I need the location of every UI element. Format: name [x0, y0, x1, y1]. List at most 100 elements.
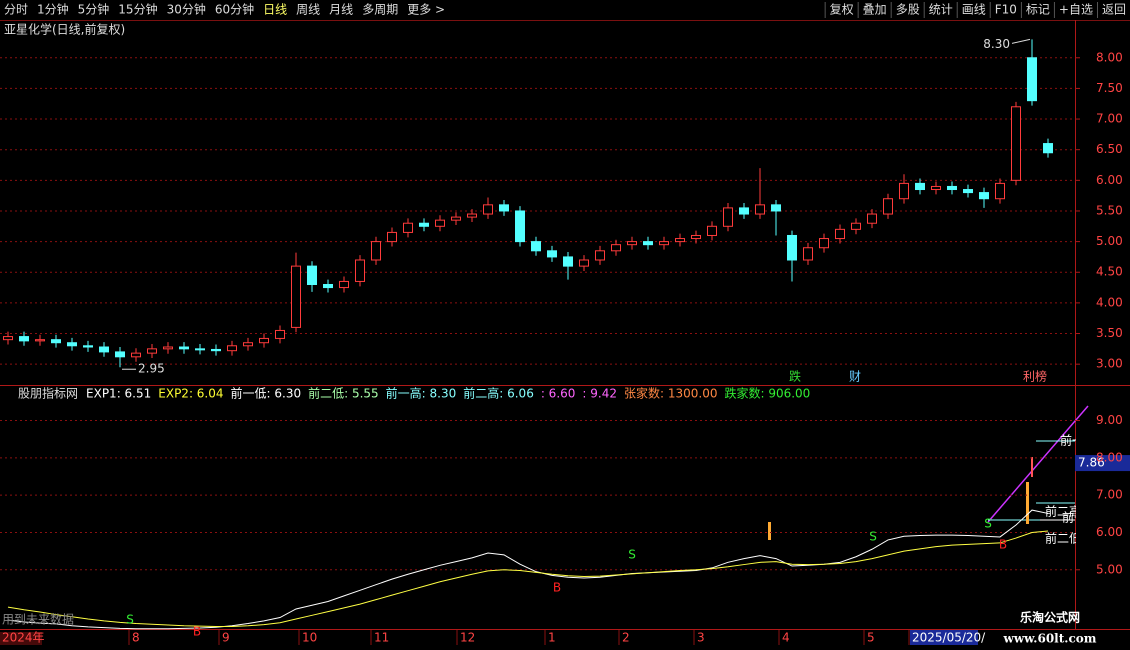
y-tick-label: 9.00 — [1096, 413, 1123, 427]
candle-body — [467, 213, 477, 218]
toolbar-button[interactable]: 周线 — [296, 3, 320, 17]
candle-body — [195, 348, 205, 351]
indicator-value: 前二高: 6.06 — [463, 386, 534, 401]
y-tick-label: 6.00 — [1096, 173, 1123, 187]
candle-body — [51, 339, 61, 344]
toolbar-button[interactable]: 返回 — [1102, 3, 1126, 17]
x-tick-label: 4 — [782, 631, 790, 645]
y-tick-label: 4.50 — [1096, 265, 1123, 279]
signal: S — [984, 517, 992, 531]
x-tick-label: 11 — [374, 631, 389, 645]
level-label: 前二低 — [1045, 531, 1081, 546]
candle-body — [835, 228, 845, 240]
candle-body — [1043, 143, 1053, 154]
toolbar-button[interactable]: 60分钟 — [215, 2, 254, 17]
candle-body — [659, 241, 669, 246]
candle-body — [227, 345, 237, 352]
signal: S — [628, 548, 636, 562]
y-tick-label: 8.00 — [1096, 450, 1123, 464]
y-tick-label: 7.00 — [1096, 488, 1123, 502]
toolbar-button[interactable]: 分时 — [4, 3, 28, 17]
candle-body — [963, 189, 973, 194]
toolbar-button[interactable]: 日线 — [263, 3, 287, 17]
candle-body — [547, 250, 557, 258]
candle-body — [579, 259, 589, 267]
candle-body — [723, 207, 733, 227]
toolbar-button[interactable]: 多周期 — [362, 3, 398, 17]
x-tick-label: 2024年 — [2, 631, 45, 645]
indicator-value: : 9.42 — [582, 387, 617, 401]
candle-body — [851, 222, 861, 230]
bar-decor — [1026, 482, 1029, 524]
toolbar-button[interactable]: 5分钟 — [78, 2, 110, 17]
chart-title: 亚星化学(日线,前复权) — [4, 22, 125, 37]
toolbar-button[interactable]: +自选 — [1059, 3, 1093, 17]
toolbar-button[interactable]: F10 — [995, 3, 1017, 17]
x-tick-label: 2025/05/20/ — [912, 631, 986, 645]
candle-body — [739, 207, 749, 215]
candle-body — [179, 346, 189, 350]
toolbar-button[interactable]: 多股 — [896, 3, 920, 17]
bar-decor — [768, 522, 771, 540]
event-tag: 财 — [849, 370, 861, 384]
indicator-value: 跌家数: 906.00 — [724, 386, 810, 401]
x-tick-label: 9 — [222, 631, 230, 645]
candle-body — [419, 222, 429, 227]
candle-body — [947, 185, 957, 191]
y-tick-label: 6.00 — [1096, 525, 1123, 539]
annotation: 2.95 — [138, 362, 165, 376]
toolbar-button[interactable]: 画线 — [962, 3, 986, 17]
level-label: 前二高 — [1045, 504, 1081, 519]
candle-body — [499, 204, 509, 212]
toolbar-button[interactable]: 统计 — [929, 3, 953, 17]
signal: S — [869, 530, 877, 544]
candle-body — [131, 352, 141, 358]
candle-body — [451, 216, 461, 221]
candle-body — [899, 182, 909, 200]
candle-body — [979, 192, 989, 200]
trend-line — [987, 405, 1089, 523]
candle-body — [515, 210, 525, 243]
candle-body — [259, 337, 269, 344]
y-tick-label: 3.50 — [1096, 326, 1123, 340]
candle-body — [531, 241, 541, 252]
candle-body — [387, 231, 397, 243]
candle-body — [611, 244, 621, 252]
candle-body — [323, 284, 333, 289]
indicator-value: : 6.60 — [541, 387, 576, 401]
candle-body — [371, 241, 381, 261]
toolbar-button[interactable]: 叠加 — [863, 3, 887, 17]
candle-body — [675, 238, 685, 243]
toolbar-button[interactable]: 15分钟 — [118, 2, 157, 17]
indicator-value: 前一低: 6.30 — [231, 386, 302, 401]
indicator-value: 张家数: 1300.00 — [624, 386, 717, 401]
x-tick-label: 5 — [867, 631, 875, 645]
toolbar-button[interactable]: 更多 > — [407, 3, 445, 17]
toolbar-button[interactable]: 30分钟 — [167, 2, 206, 17]
toolbar-button[interactable]: 复权 — [830, 3, 854, 17]
toolbar-button[interactable]: 月线 — [329, 3, 353, 17]
candle-body — [291, 265, 301, 328]
annotation: 8.30 — [983, 37, 1010, 51]
indicator-line — [7, 530, 1049, 628]
y-tick-label: 8.00 — [1096, 50, 1123, 64]
candle-body — [803, 247, 813, 261]
bar-decor — [1031, 457, 1033, 477]
candle-body — [483, 204, 493, 215]
candle-body — [19, 336, 29, 342]
x-tick-label: 10 — [302, 631, 317, 645]
candle-body — [275, 329, 285, 339]
indicator-value: EXP1: 6.51 — [86, 387, 151, 401]
date-highlight — [910, 630, 978, 645]
y-tick-label: 4.00 — [1096, 295, 1123, 309]
toolbar-button[interactable]: 标记 — [1026, 3, 1050, 17]
candle-body — [163, 346, 173, 350]
indicator-line — [7, 509, 1049, 630]
indicator-title: 股朋指标网 — [18, 386, 78, 401]
toolbar-button[interactable]: 1分钟 — [37, 2, 69, 17]
x-tick-label: 8 — [132, 631, 140, 645]
y-tick-label: 5.00 — [1096, 234, 1123, 248]
x-tick-label: 12 — [460, 631, 475, 645]
